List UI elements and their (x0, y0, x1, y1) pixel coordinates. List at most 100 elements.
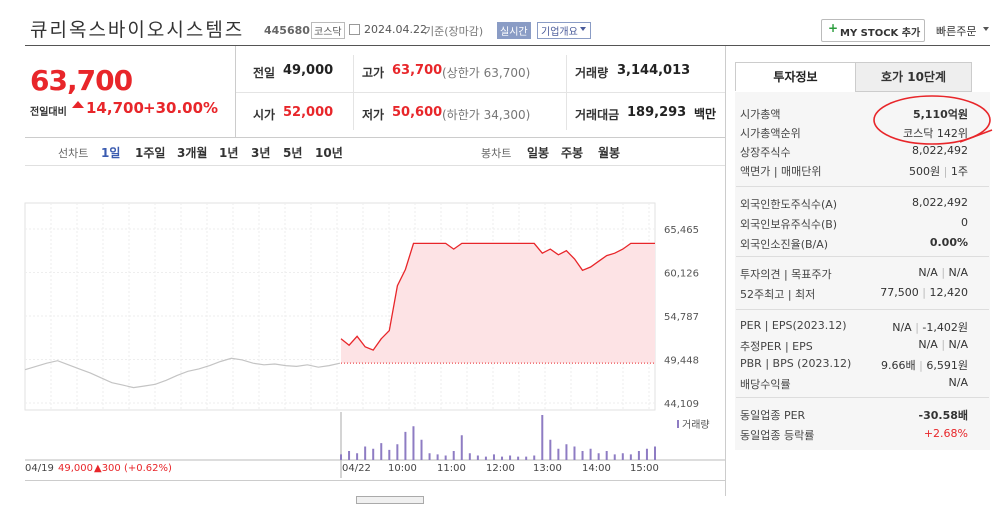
info-value: 9.66배 | 6,591원 (881, 357, 968, 373)
quote-value: 49,000 (283, 63, 334, 78)
info-value-text: N/A (948, 266, 968, 279)
info-value-text: 6,591원 (926, 359, 968, 372)
quote-unit: 백만 (694, 107, 717, 121)
info-value: 0.00% (930, 236, 968, 249)
volume-bar (492, 454, 495, 460)
volume-bar (517, 456, 520, 460)
company-info-button[interactable]: 기업개요 (537, 22, 591, 39)
my-stock-label[interactable]: MY STOCK 추가 (840, 28, 921, 39)
info-value: 500원 | 1주 (909, 163, 968, 179)
volume-bar (613, 454, 616, 460)
period-tab[interactable]: 5년 (283, 146, 303, 160)
group-divider (736, 309, 989, 310)
quote-value: 3,144,013 (617, 63, 691, 78)
info-value-text: +2.68% (923, 427, 968, 440)
candle-tab[interactable]: 월봉 (598, 146, 621, 160)
info-value-text: 0 (961, 216, 968, 229)
x-tick-label: 12:00 (486, 463, 515, 474)
info-label: 외국인소진율(B/A) (740, 238, 829, 251)
quote-label: 전일 (253, 66, 276, 80)
period-tab[interactable]: 10년 (315, 146, 343, 160)
volume-bar (645, 448, 648, 460)
prev-change: ▲300 (+0.62%) (94, 463, 172, 474)
period-tab[interactable]: 1년 (219, 146, 239, 160)
quote-label: 저가 (362, 108, 385, 122)
quote-label: 고가 (362, 66, 385, 80)
scrollbar[interactable] (356, 496, 424, 504)
y-tick-label: 60,126 (664, 268, 699, 279)
group-divider (736, 256, 989, 257)
prev-date: 04/19 (25, 463, 54, 474)
stock-code: 445680 (264, 24, 310, 37)
volume-bar (460, 435, 463, 460)
volume-bar (452, 451, 455, 460)
price-line (340, 242, 655, 351)
candle-tab[interactable]: 주봉 (561, 146, 584, 160)
market-badge: 코스닥 (311, 22, 345, 39)
realtime-badge[interactable]: 실시간 (497, 22, 531, 39)
volume-bar (484, 456, 487, 460)
x-tick-label: 10:00 (388, 463, 417, 474)
info-value-text: 12,420 (929, 286, 969, 299)
volume-bar (380, 443, 383, 460)
period-tab[interactable]: 3개월 (177, 146, 208, 160)
info-value-text: 5,110억원 (912, 108, 968, 121)
y-tick-label: 54,787 (664, 312, 699, 323)
candle-tab[interactable]: 일봉 (527, 146, 550, 160)
period-tab[interactable]: 3년 (251, 146, 271, 160)
volume-bar (565, 444, 568, 460)
info-label: 액면가 | 매매단위 (740, 165, 822, 178)
prev-close: 49,000 (58, 463, 93, 474)
info-value-text: 1주 (950, 165, 968, 178)
info-value: -30.58배 (919, 407, 968, 423)
volume-bar (396, 444, 399, 460)
info-label: 동일업종 등락률 (740, 429, 815, 442)
separator: | (937, 266, 949, 279)
divider (25, 480, 725, 481)
previous-price-line (24, 357, 341, 389)
volume-bar (654, 446, 656, 460)
info-value-text: N/A (892, 321, 912, 334)
info-value-text: N/A (948, 376, 968, 389)
info-tab[interactable]: 호가 10단계 (855, 62, 972, 92)
info-value-text: -1,402원 (922, 321, 968, 334)
info-value-text: 500원 (909, 165, 941, 178)
volume-bar (356, 453, 359, 460)
volume-bar (420, 439, 423, 460)
info-panel (735, 92, 990, 450)
info-label: 시가총액순위 (740, 127, 801, 140)
quote-value: 189,293 (627, 105, 687, 120)
divider (725, 46, 726, 496)
info-value-text: N/A (948, 338, 968, 351)
quote-value: 63,700 (392, 63, 443, 78)
date: 2024.04.22 (364, 23, 427, 36)
info-label: 투자의견 | 목표주가 (740, 268, 832, 281)
info-value: +2.68% (924, 427, 968, 440)
info-tab[interactable]: 투자정보 (735, 62, 856, 91)
quote-note: (상한가 63,700) (442, 66, 531, 80)
info-label: 배당수익률 (740, 378, 791, 391)
quick-order[interactable]: 빠른주문 (936, 25, 977, 38)
calendar-icon (349, 24, 360, 35)
annotation-circle (873, 95, 991, 145)
period-tab[interactable]: 1주일 (135, 146, 166, 160)
info-label: PER | EPS(2023.12) (740, 319, 847, 332)
info-value-text: -30.58배 (918, 409, 968, 422)
volume-bar (549, 439, 552, 460)
info-value: N/A (949, 376, 968, 389)
volume-bar (557, 448, 560, 460)
up-arrow (72, 95, 84, 108)
volume-bar (436, 454, 439, 460)
info-value-text: 9.66배 (881, 359, 916, 372)
volume-bar (533, 455, 536, 460)
my-stock-button[interactable] (821, 19, 925, 42)
change-percent: +30.00% (143, 99, 219, 117)
info-value-text: 코스닥 142위 (903, 127, 968, 140)
info-value: N/A | -1,402원 (892, 319, 968, 335)
y-tick-label: 49,448 (664, 356, 699, 367)
info-label: 외국인보유주식수(B) (740, 218, 838, 231)
current-price: 63,700 (30, 64, 133, 97)
info-value: 77,500 | 12,420 (880, 286, 968, 299)
period-tab[interactable]: 1일 (101, 146, 121, 160)
info-value: 코스닥 142위 (903, 125, 968, 141)
